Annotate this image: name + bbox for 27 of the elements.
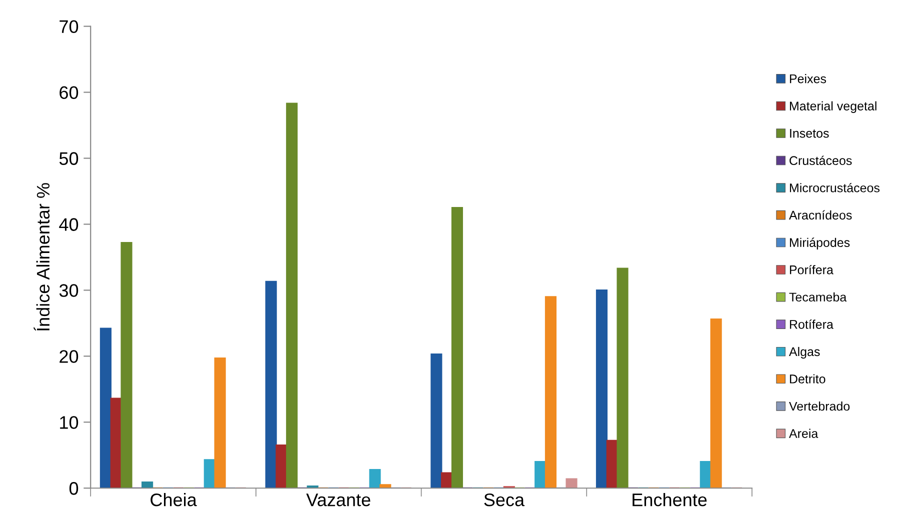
y-tick-label: 40: [59, 218, 78, 231]
y-tick-label: 70: [60, 20, 78, 34]
legend-label: Tecameba: [789, 292, 847, 302]
y-tick-label: 60: [60, 86, 78, 99]
legend-label: Rotífera: [790, 320, 834, 329]
legend-label: Microcrustáceos: [790, 182, 880, 192]
legend-label: Areia: [788, 428, 818, 438]
x-tick-label: Cheia: [150, 492, 197, 506]
legend-label: Insetos: [790, 129, 829, 138]
y-tick-label: 20: [60, 350, 78, 363]
legend-label: Vertebrado: [789, 401, 850, 411]
legend-label: Porífera: [790, 264, 834, 274]
y-tick-label: 10: [60, 416, 78, 429]
y-tick-label: 0: [69, 482, 78, 495]
legend-label: Peixes: [790, 74, 826, 84]
legend-label: Algas: [788, 346, 820, 359]
legend-label: Miriápodes: [790, 238, 850, 250]
y-tick-label: 30: [59, 284, 78, 297]
legend-label: Aracnídeos: [788, 210, 852, 220]
legend-label: Material vegetal: [790, 101, 876, 113]
y-axis-title: Índice Alimentar %: [34, 183, 50, 331]
x-tick-label: Seca: [484, 493, 525, 506]
x-tick-label: Enchente: [632, 492, 707, 506]
x-tick-label: Vazante: [306, 494, 370, 506]
legend-label: Detrito: [790, 374, 826, 384]
y-tick-label: 50: [59, 152, 78, 165]
legend-label: Crustáceos: [790, 156, 852, 166]
